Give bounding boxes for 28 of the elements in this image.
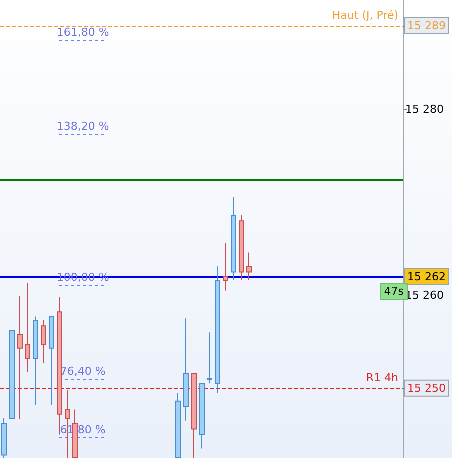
y-tick-label: 15 250 — [408, 382, 446, 395]
annotation: 76,40 % — [60, 365, 106, 378]
candlestick — [57, 296, 62, 436]
candlestick — [246, 252, 252, 282]
ref-line-label: R1 4h — [366, 371, 399, 384]
candlestick — [223, 242, 228, 292]
y-tick-label: 15 262 — [408, 270, 446, 284]
candlestick — [9, 330, 15, 420]
ref-line-label: Haut (J, Pré) — [332, 9, 399, 22]
annotation: 161,80 % — [56, 26, 110, 39]
y-tick-label: 15 289 — [408, 20, 446, 33]
annotation: 47s — [384, 285, 404, 298]
candlestick — [175, 392, 181, 458]
candlestick — [33, 316, 38, 406]
candlestick — [207, 332, 212, 384]
annotation: 138,20 % — [56, 120, 110, 133]
candlestick — [49, 316, 54, 406]
candlestick — [17, 296, 23, 420]
y-tick-label: 15 280 — [406, 103, 444, 116]
candlestick — [41, 320, 46, 364]
candlestick — [25, 282, 30, 374]
candlestick — [215, 266, 220, 394]
candlestick — [183, 318, 189, 422]
candlestick — [231, 196, 236, 282]
candlestick — [191, 372, 197, 458]
candlestick — [1, 418, 7, 458]
candlestick — [239, 215, 244, 282]
candlestick — [199, 383, 205, 450]
